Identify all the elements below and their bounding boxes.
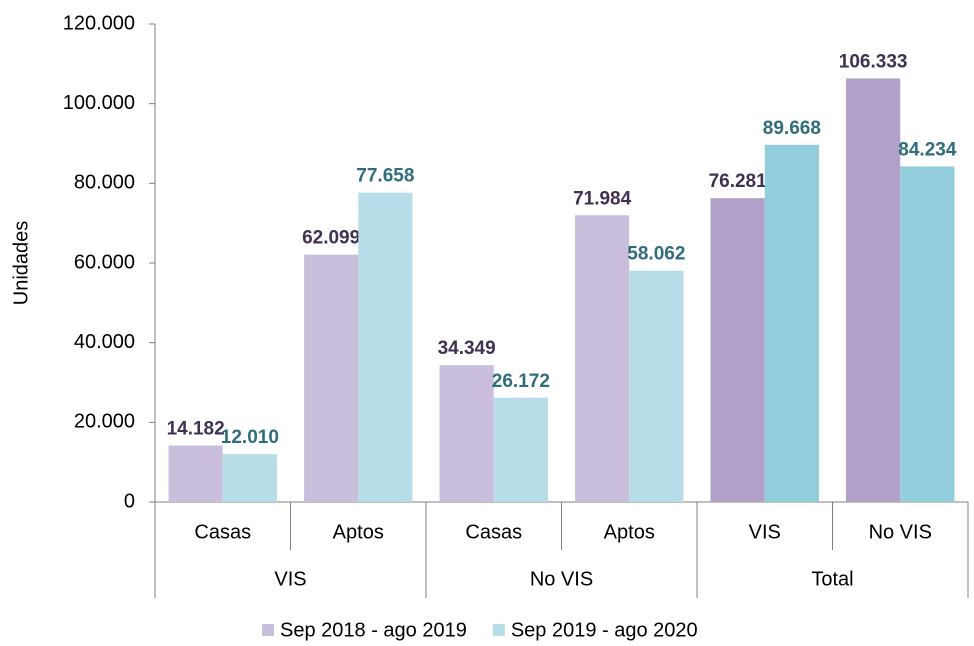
x-tick-label: VIS [749,521,781,543]
value-label: 106.333 [839,51,908,72]
value-label: 26.172 [492,371,550,392]
bar [846,78,901,502]
y-tick-label: 80.000 [74,172,135,194]
bar [900,166,955,502]
y-tick-label: 20.000 [74,411,135,433]
value-label: 14.182 [167,419,225,440]
y-axis-label: Unidades [10,221,32,306]
value-label: 58.062 [627,244,685,265]
x-tick-label: No VIS [869,521,932,543]
bar [358,192,413,502]
bar [168,445,223,502]
legend-swatch [262,624,274,636]
value-label: 12.010 [221,427,279,448]
value-label: 89.668 [763,118,821,139]
value-label: 77.658 [356,166,414,187]
bar [575,215,630,502]
bar [222,454,277,502]
x-tick-label: Casas [465,521,522,543]
value-label: 71.984 [573,188,632,209]
legend-label: Sep 2018 - ago 2019 [280,619,467,641]
bar [764,144,819,503]
value-label: 84.234 [898,139,957,160]
value-label: 62.099 [302,228,360,249]
x-tick-label: Aptos [333,521,384,543]
y-tick-label: 100.000 [63,92,135,114]
x-tick-label: Casas [194,521,251,543]
bar [439,365,494,502]
y-tick-label: 0 [124,490,135,512]
group-label: No VIS [530,568,593,590]
y-tick-label: 40.000 [74,331,135,353]
group-label: VIS [274,568,306,590]
bar [629,270,684,502]
legend-swatch [492,624,505,636]
bar [710,198,765,503]
bar [304,254,359,502]
value-label: 76.281 [709,171,768,192]
x-tick-label: Aptos [604,521,655,543]
legend-label: Sep 2019 - ago 2020 [511,619,698,641]
y-tick-label: 60.000 [74,251,135,273]
group-label: Total [811,568,853,590]
bar [493,397,548,502]
value-label: 34.349 [438,338,496,359]
y-tick-label: 120.000 [63,12,135,34]
